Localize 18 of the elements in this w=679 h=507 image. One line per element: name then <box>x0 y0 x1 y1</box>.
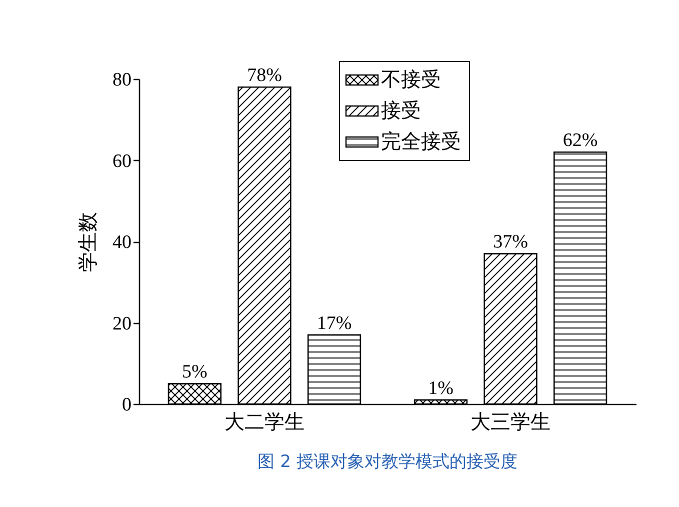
legend-label: 不接受 <box>381 67 441 91</box>
x-tick-label: 大二学生 <box>224 410 304 434</box>
y-tick-label: 80 <box>112 70 132 90</box>
y-axis-title: 学生数 <box>76 212 100 272</box>
y-tick-label: 20 <box>112 313 132 334</box>
legend-label: 接受 <box>381 98 421 122</box>
data-label: 1% <box>428 378 454 399</box>
y-tick-label: 0 <box>122 394 132 416</box>
data-label: 5% <box>182 362 208 383</box>
data-label: 37% <box>493 232 528 253</box>
legend-label: 完全接受 <box>381 129 461 153</box>
x-tick-label: 大三学生 <box>470 410 551 434</box>
text: 图 2 授课对象对教学模式的接受度 <box>258 452 518 472</box>
data-label: 17% <box>316 312 352 334</box>
y-tick-label: 40 <box>112 232 132 253</box>
data-label: 78% <box>247 65 282 86</box>
data-label: 62% <box>562 130 598 152</box>
y-tick-label: 60 <box>112 150 132 172</box>
